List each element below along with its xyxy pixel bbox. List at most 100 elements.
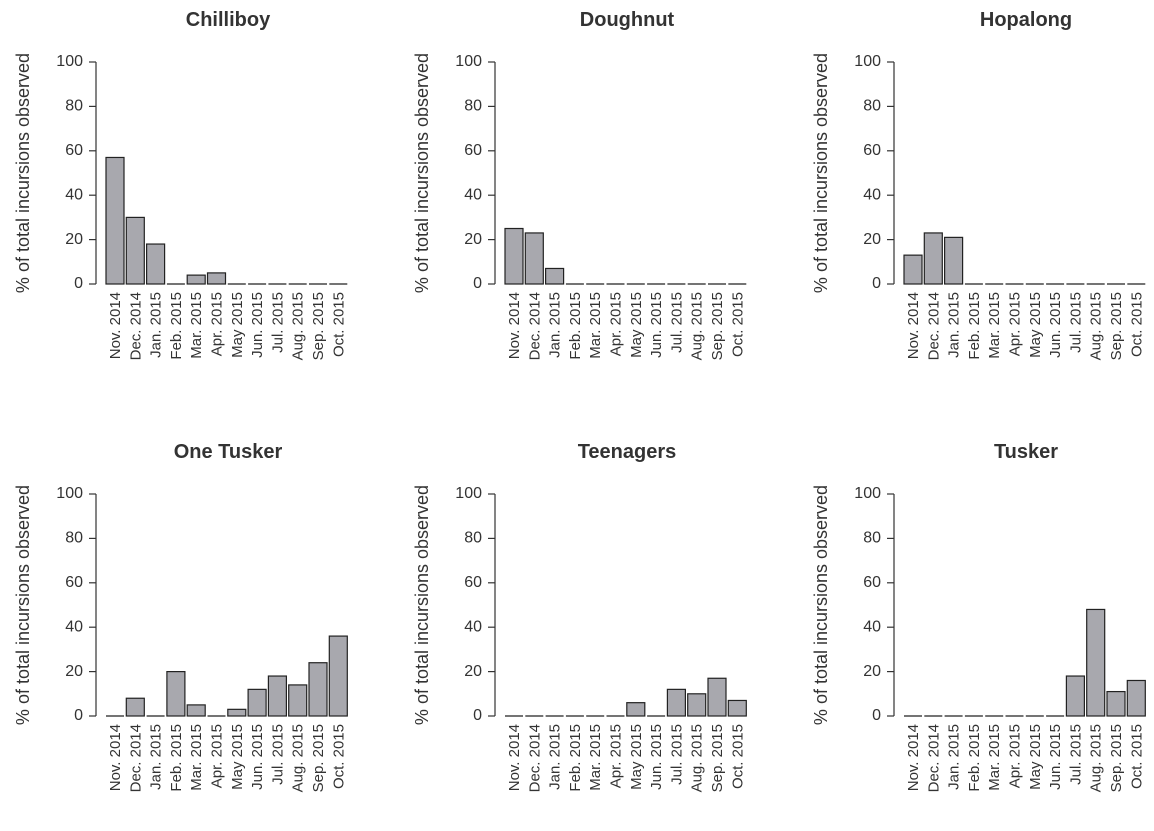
bar (288, 684, 308, 717)
x-tick-label: Nov. 2014 (905, 292, 922, 359)
x-tick-label: May 2015 (628, 292, 645, 358)
x-tick-label: Jan. 2015 (946, 724, 963, 790)
y-tick-label: 0 (74, 707, 83, 724)
y-tick-label: 100 (56, 53, 83, 70)
bar (206, 272, 227, 285)
x-tick-label: Nov. 2014 (506, 724, 523, 791)
y-tick-label: 20 (65, 663, 83, 680)
x-tick-label: Jan. 2015 (148, 292, 165, 358)
y-tick-label: 40 (863, 618, 881, 635)
y-tick-label: 40 (65, 186, 83, 203)
x-tick-label: Feb. 2015 (168, 292, 185, 360)
panel-3: One Tusker % of total incursions observed… (13, 441, 348, 792)
y-tick-label: 40 (65, 618, 83, 635)
x-tick-label: Dec. 2014 (526, 724, 543, 792)
x-tick-label: Oct. 2015 (729, 292, 746, 357)
y-tick-label: 0 (872, 275, 881, 292)
x-tick-label: Jul. 2015 (1067, 724, 1084, 785)
x-tick-label: Feb. 2015 (966, 292, 983, 360)
bar (944, 236, 964, 285)
bar (125, 697, 145, 717)
x-tick-label: Jun. 2015 (1047, 292, 1064, 358)
x-tick-label: Oct. 2015 (1128, 292, 1145, 357)
x-tick-label: Jun. 2015 (249, 292, 266, 358)
x-tick-label: Dec. 2014 (127, 292, 144, 360)
x-tick-label: Jun. 2015 (648, 724, 665, 790)
x-tick-label: Jul. 2015 (1067, 292, 1084, 353)
x-tick-label: Sep. 2015 (1108, 724, 1125, 792)
y-axis-label: % of total incursions observed (811, 53, 831, 293)
panel-title: Teenagers (578, 441, 677, 463)
y-axis-label: % of total incursions observed (13, 485, 33, 725)
x-tick-label: Sep. 2015 (310, 724, 327, 792)
panel-5: Tusker % of total incursions observed 0 20 4… (811, 441, 1146, 792)
y-tick-label: 0 (74, 275, 83, 292)
x-tick-label: May 2015 (1027, 292, 1044, 358)
bar (186, 274, 206, 285)
x-tick-label: May 2015 (1027, 724, 1044, 790)
bar (903, 254, 923, 285)
x-tick-label: May 2015 (229, 292, 246, 358)
x-tick-label: Jan. 2015 (547, 292, 564, 358)
x-tick-label: Apr. 2015 (608, 724, 625, 788)
x-tick-label: Dec. 2014 (925, 724, 942, 792)
panel-4: Teenagers % of total incursions observed 0… (412, 441, 747, 792)
x-tick-label: Mar. 2015 (986, 724, 1003, 791)
x-tick-label: Sep. 2015 (310, 292, 327, 360)
bar (328, 635, 348, 717)
y-tick-label: 100 (455, 53, 482, 70)
x-tick-label: Apr. 2015 (209, 292, 226, 356)
x-tick-label: Nov. 2014 (107, 724, 124, 791)
y-tick-label: 60 (65, 142, 83, 159)
bar (227, 708, 247, 717)
x-tick-label: Sep. 2015 (709, 292, 726, 360)
x-tick-label: Aug. 2015 (1088, 724, 1105, 792)
x-tick-label: Apr. 2015 (1007, 292, 1024, 356)
x-tick-label: Dec. 2014 (526, 292, 543, 360)
x-tick-label: Nov. 2014 (107, 292, 124, 359)
x-tick-label: Mar. 2015 (587, 292, 604, 359)
panel-title: Hopalong (980, 9, 1072, 31)
x-tick-label: Oct. 2015 (330, 292, 347, 357)
bar (125, 216, 145, 285)
x-tick-label: Apr. 2015 (608, 292, 625, 356)
y-tick-label: 60 (863, 142, 881, 159)
x-tick-label: Nov. 2014 (506, 292, 523, 359)
y-tick-label: 20 (863, 231, 881, 248)
bar (923, 232, 943, 285)
x-tick-label: Jul. 2015 (269, 292, 286, 353)
y-axis-label: % of total incursions observed (412, 485, 432, 725)
y-tick-label: 100 (455, 485, 482, 502)
y-tick-label: 100 (56, 485, 83, 502)
x-tick-label: Mar. 2015 (188, 724, 205, 791)
y-axis-label: % of total incursions observed (412, 53, 432, 293)
bar (1106, 690, 1126, 717)
panel-1: Doughnut % of total incursions observed 0 2… (412, 9, 747, 360)
x-tick-label: Nov. 2014 (905, 724, 922, 791)
panel-title: Doughnut (580, 9, 675, 31)
y-tick-label: 40 (863, 186, 881, 203)
bar (308, 662, 328, 717)
x-tick-label: Feb. 2015 (966, 724, 983, 792)
panel-title: Tusker (994, 441, 1058, 463)
y-tick-label: 60 (464, 142, 482, 159)
bar (146, 243, 166, 285)
x-tick-label: Oct. 2015 (330, 724, 347, 789)
x-tick-label: Dec. 2014 (127, 724, 144, 792)
x-tick-label: May 2015 (628, 724, 645, 790)
bar (666, 688, 686, 717)
y-tick-label: 80 (863, 530, 881, 547)
y-tick-label: 80 (464, 530, 482, 547)
y-tick-label: 40 (464, 186, 482, 203)
y-tick-label: 20 (863, 663, 881, 680)
x-tick-label: May 2015 (229, 724, 246, 790)
bar (687, 693, 707, 717)
bar (186, 704, 206, 717)
x-tick-label: Feb. 2015 (567, 724, 584, 792)
x-tick-label: Oct. 2015 (729, 724, 746, 789)
y-tick-label: 80 (464, 98, 482, 115)
x-tick-label: Feb. 2015 (567, 292, 584, 360)
y-tick-label: 60 (863, 574, 881, 591)
x-tick-label: Sep. 2015 (709, 724, 726, 792)
x-tick-label: Jun. 2015 (1047, 724, 1064, 790)
